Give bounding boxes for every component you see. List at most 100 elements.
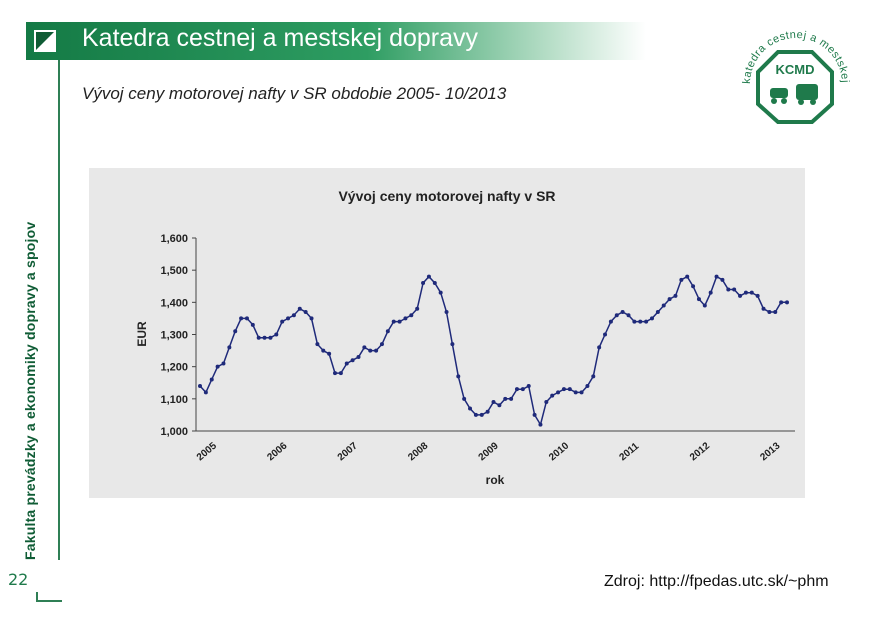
data-point [468, 406, 473, 411]
data-point [309, 316, 314, 321]
y-tick-label: 1,200 [160, 362, 188, 374]
data-point [526, 383, 531, 388]
data-point [397, 319, 402, 324]
data-point [198, 383, 202, 388]
data-point [761, 306, 766, 311]
data-point [597, 345, 602, 350]
data-point [779, 300, 784, 305]
data-point [544, 400, 549, 405]
data-point [579, 390, 584, 395]
data-point [520, 387, 525, 392]
data-point [379, 342, 384, 347]
source-text: Zdroj: http://fpedas.utc.sk/~phm [604, 573, 829, 590]
y-tick-label: 1,000 [160, 426, 188, 438]
data-point [608, 319, 613, 324]
data-point [755, 293, 760, 298]
data-point [603, 332, 608, 337]
data-point [532, 412, 537, 417]
data-point [391, 319, 396, 324]
data-point [409, 313, 414, 318]
data-point [661, 303, 666, 308]
data-point [749, 290, 754, 295]
data-point [250, 322, 255, 327]
data-point [215, 364, 220, 369]
x-tick-label: 2011 [617, 441, 641, 464]
data-point [209, 377, 214, 382]
data-point [368, 348, 373, 353]
data-point [743, 290, 748, 295]
data-point [262, 335, 267, 340]
data-point [338, 371, 343, 376]
data-point [644, 319, 649, 324]
slide-subtitle: Vývoj ceny motorovej nafty v SR obdobie … [82, 84, 507, 103]
data-point [415, 306, 420, 311]
data-point [649, 316, 654, 321]
data-point [673, 293, 678, 298]
data-point [256, 335, 261, 340]
kcmd-logo: katedra cestnej a mestskej dopravy KCMD [730, 14, 851, 124]
x-tick-label: 2013 [758, 440, 782, 463]
data-point [573, 390, 578, 395]
data-point [491, 400, 496, 405]
data-point [785, 300, 789, 305]
x-axis-label: rok [486, 473, 505, 487]
chart-title: Vývoj ceny motorovej nafty v SR [338, 188, 556, 204]
data-point [567, 387, 572, 392]
data-point [714, 274, 719, 279]
data-point [538, 422, 543, 427]
y-tick-label: 1,300 [160, 330, 188, 342]
data-point [550, 393, 555, 398]
data-point [509, 396, 514, 401]
data-point [479, 412, 484, 417]
page-number: 22 [8, 570, 29, 589]
data-point [327, 351, 332, 356]
data-point [702, 303, 707, 308]
data-point [333, 371, 338, 376]
corner-icon [34, 30, 56, 52]
data-point [303, 309, 308, 314]
data-point [685, 274, 690, 279]
x-tick-label: 2007 [336, 440, 360, 463]
data-point [462, 396, 467, 401]
data-point [503, 396, 508, 401]
data-point [244, 316, 249, 321]
data-point [485, 409, 490, 414]
data-point [297, 306, 302, 311]
data-point [667, 297, 672, 302]
data-point [632, 319, 637, 324]
data-point [696, 297, 701, 302]
data-point [321, 348, 326, 353]
page-title: Katedra cestnej a mestskej dopravy [82, 24, 479, 52]
data-point [385, 329, 390, 334]
data-point [268, 335, 273, 340]
data-point [421, 281, 426, 286]
y-tick-label: 1,500 [160, 265, 188, 277]
data-point [203, 390, 208, 395]
logo-center: KCMD [776, 62, 815, 77]
data-point [239, 316, 244, 321]
data-point [620, 309, 625, 314]
x-tick-label: 2005 [195, 440, 219, 463]
x-tick-label: 2010 [547, 440, 571, 463]
data-point [426, 274, 431, 279]
sidebar-divider [58, 60, 60, 560]
data-point [473, 412, 478, 417]
data-point [356, 355, 361, 360]
data-point [227, 345, 232, 350]
x-tick-label: 2006 [265, 440, 289, 463]
data-point [655, 309, 660, 314]
data-point [720, 277, 725, 282]
data-point [286, 316, 291, 321]
y-tick-label: 1,100 [160, 394, 188, 406]
data-point [350, 358, 355, 363]
data-point [456, 374, 461, 379]
data-point [221, 361, 226, 366]
diesel-price-chart: Vývoj ceny motorovej nafty v SR 1,000 1,1… [89, 168, 805, 498]
data-point [556, 390, 561, 395]
data-point [767, 309, 772, 314]
data-point [280, 319, 285, 324]
faculty-label: Fakulta prevádzky a ekonomiky dopravy a … [22, 221, 38, 560]
data-point [614, 313, 619, 318]
data-point [274, 332, 279, 337]
data-point [403, 316, 408, 321]
